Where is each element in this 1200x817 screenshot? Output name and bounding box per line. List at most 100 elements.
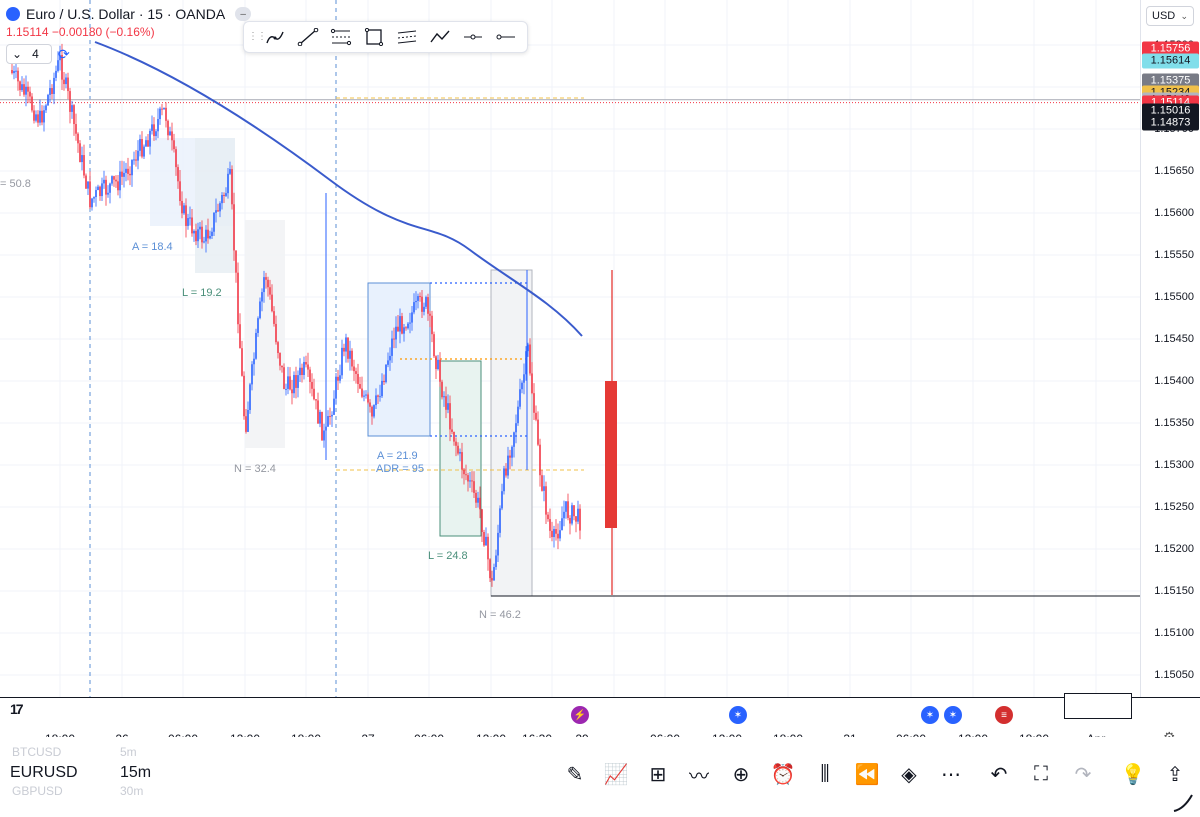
horizontal-ray-icon xyxy=(463,34,482,40)
candle-body xyxy=(355,371,357,374)
candle-body xyxy=(151,124,153,131)
resize-handle-icon[interactable] xyxy=(1172,793,1194,813)
ghost-symbol-bottom[interactable]: GBPUSD xyxy=(12,784,63,798)
brush-tool[interactable] xyxy=(258,23,291,51)
candle-body xyxy=(251,364,253,385)
candle-body xyxy=(177,167,179,182)
drag-handle-icon[interactable]: ⋮⋮ xyxy=(248,31,267,42)
candle-body xyxy=(569,517,571,524)
fib-retracement-tool[interactable] xyxy=(324,23,357,51)
symbol-selector[interactable]: EURUSD xyxy=(10,764,78,781)
candle-body xyxy=(519,389,521,407)
candle-body xyxy=(157,119,159,132)
lightning-icon[interactable]: ⚡ xyxy=(571,706,589,724)
candle-body xyxy=(127,168,129,174)
candle-body xyxy=(69,91,71,112)
candle-body xyxy=(499,508,501,533)
eu-flag-icon[interactable]: ✶ xyxy=(729,706,747,724)
compare-icon[interactable]: 〰 xyxy=(689,765,709,788)
layers-icon[interactable]: ◈ xyxy=(901,763,917,786)
price-tag[interactable]: 1.15016 xyxy=(1142,103,1199,119)
candle-body xyxy=(407,323,409,329)
time-axis[interactable]: 17 ⚡ ✶ ✶ ✶ ≡ ⚙ 18:002606:0012:0018:00270… xyxy=(0,693,1200,746)
grid-icon[interactable]: ⊞ xyxy=(649,763,667,786)
currency-select[interactable]: USD ⌄ xyxy=(1146,6,1194,26)
candle-body xyxy=(221,194,223,204)
candle-body xyxy=(193,230,195,234)
candle-body xyxy=(397,326,399,332)
lightbulb-icon[interactable]: 💡 xyxy=(1120,763,1146,786)
candle-body xyxy=(293,375,295,394)
path-tool[interactable] xyxy=(423,23,456,51)
candle-body xyxy=(561,518,563,531)
candle-body xyxy=(451,429,453,432)
pen-icon[interactable]: ✎ xyxy=(566,763,584,786)
tradingview-logo-icon[interactable]: 17 xyxy=(10,701,24,717)
candle-body xyxy=(339,375,341,381)
sync-icon[interactable]: ⟳ xyxy=(58,45,70,62)
candle-body xyxy=(51,88,53,95)
candle-body xyxy=(345,337,347,352)
price-tag[interactable]: 1.15756 xyxy=(1142,41,1199,57)
us-flag-icon[interactable]: ≡ xyxy=(995,706,1013,724)
indicators-icon[interactable]: 📈 xyxy=(603,763,629,786)
candle-body xyxy=(447,403,449,410)
ghost-timeframe-bottom[interactable]: 30m xyxy=(120,784,144,798)
candles-icon[interactable]: ⫼ xyxy=(820,762,830,785)
horizontal-ray-tool[interactable] xyxy=(456,23,489,51)
candle-body xyxy=(53,77,55,95)
moving-average-line xyxy=(94,41,583,337)
eu-flag-icon[interactable]: ✶ xyxy=(921,706,939,724)
price-tag[interactable]: 1.15614 xyxy=(1142,53,1199,69)
candle-body xyxy=(137,150,139,161)
horizontal-line-tool[interactable] xyxy=(489,23,522,51)
timeframe-selector[interactable]: 15m xyxy=(120,764,152,781)
alarm-icon[interactable]: ⏰ xyxy=(770,763,796,786)
candle-body xyxy=(399,316,401,332)
candle-body xyxy=(401,316,403,334)
redo-icon[interactable]: ↷ xyxy=(1074,763,1092,786)
rectangle-tool[interactable] xyxy=(357,23,390,51)
trend-line-tool[interactable] xyxy=(291,23,324,51)
share-icon[interactable]: ⇪ xyxy=(1166,763,1184,786)
candle-body xyxy=(33,110,35,121)
candle-body xyxy=(453,431,455,442)
current-candle-body xyxy=(605,381,617,528)
candle-body xyxy=(275,323,277,343)
price-tag[interactable]: 1.14873 xyxy=(1142,115,1199,131)
candle-body xyxy=(557,533,559,539)
candle-body xyxy=(59,54,61,61)
ghost-symbol-top[interactable]: BTCUSD xyxy=(12,745,62,759)
parallel-channel-tool[interactable] xyxy=(390,23,423,51)
ghost-timeframe-top[interactable]: 5m xyxy=(120,745,137,759)
candle-body xyxy=(341,347,343,376)
candle-body xyxy=(173,140,175,150)
candle-body xyxy=(521,382,523,390)
candle-body xyxy=(139,139,141,151)
measure-label-adr: ADR = 95 xyxy=(376,463,424,475)
candle-body xyxy=(237,272,239,325)
candle-body xyxy=(383,380,385,383)
candle-body xyxy=(351,350,353,367)
ellipsis-icon[interactable]: – xyxy=(235,7,252,21)
price-axis[interactable]: USD ⌄ 1.158001.157501.157001.156501.1560… xyxy=(1140,0,1200,807)
candle-body xyxy=(183,205,185,214)
price-tick-label: 1.15600 xyxy=(1154,207,1194,219)
more-icon[interactable]: ⋯ xyxy=(941,763,961,786)
indicators-toggle[interactable]: ⌄ 4 xyxy=(6,44,52,64)
candle-body xyxy=(511,446,513,458)
symbol-title[interactable]: Euro / U.S. Dollar · 15 · OANDA xyxy=(26,6,226,22)
plus-circle-icon[interactable]: ⊕ xyxy=(732,763,750,786)
candle-body xyxy=(243,375,245,417)
candle-body xyxy=(209,236,211,239)
price-tag[interactable]: 1.15375 xyxy=(1142,73,1199,89)
replay-icon[interactable]: ⏪ xyxy=(854,763,880,786)
undo-icon[interactable]: ↶ xyxy=(990,763,1008,786)
chart-canvas[interactable]: A = 18.4 L = 19.2 N = 32.4 A = 21.9 ADR = 95… xyxy=(0,0,1140,697)
fullscreen-icon[interactable]: ⛶ xyxy=(1034,762,1048,785)
eu-flag-icon[interactable]: ✶ xyxy=(944,706,962,724)
candle-body xyxy=(515,423,517,433)
candle-body xyxy=(343,347,345,352)
measure-box-n1 xyxy=(245,220,285,448)
